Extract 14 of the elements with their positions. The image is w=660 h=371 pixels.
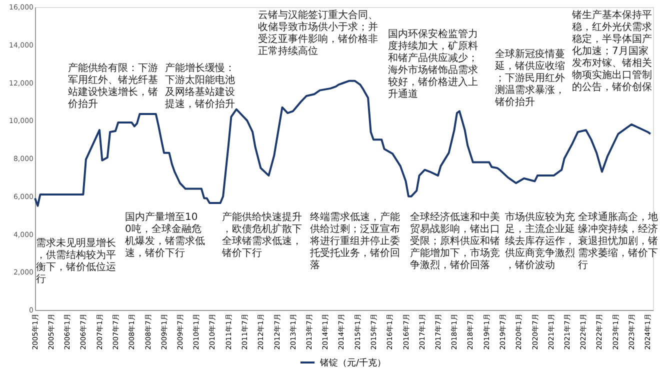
annotation: 全球新冠疫情蔓延，锗供应收缩；下游民用红外测温需求暴涨，锗价抬升	[494, 48, 565, 108]
annotation: 云锗与汉能签订重大合同、收储导致市场供小于求；并受泛亚事件影响，锗价格非正常持续高位	[258, 9, 378, 57]
annotation: 终端需求低速，产能供给过剩；泛亚宣布将进行重组并停止委托受托业务，锗价回落	[309, 211, 400, 271]
annotation: 产能供给有限：下游军用红外、锗光纤基站建设快速增长，锗价抬升	[67, 62, 158, 110]
legend-label: 锗锭（元/千克）	[319, 358, 386, 368]
annotation: 国内环保安检监管力度持续加大，矿原料和锗产品供应减少；海外市场锗饰品需求较好，锗价格进入上升通道	[388, 28, 478, 100]
annotation: 市场供应较为充足，主流企业延续去库存运作，供应商竞争激烈，锗价波动	[505, 211, 575, 271]
annotation: 国内产量增至100吨，全球金融危机爆发，锗需求低速，锗价下行	[125, 211, 205, 259]
annotation: 全球通胀高企，地缘冲突持续，经济衰退担忧加剧，锗需求萎缩，锗价下行	[578, 211, 658, 271]
annotation: 产能供给快速提升，欧债危机扩散下全球锗需求低速，锗价下行	[221, 211, 302, 259]
annotation: 产能增长缓慢：下游太阳能电池及网络基站建设提速，锗价抬升	[165, 62, 235, 110]
annotation: 锗生产基本保持平稳，红外光伏需求稳定，半导体国产化加速；7月国家发布对镓、锗相关物项实施出口管制的公告，锗价创保	[571, 9, 652, 93]
annotation: 全球经济低速和中美贸易战影响，锗出口受限；原料供应和锗产能增加下，市场竞争激烈，锗价回落	[410, 211, 500, 271]
annotation: 需求未见明显增长，供需结构较为平衡下，锗价低位运行	[36, 237, 116, 285]
